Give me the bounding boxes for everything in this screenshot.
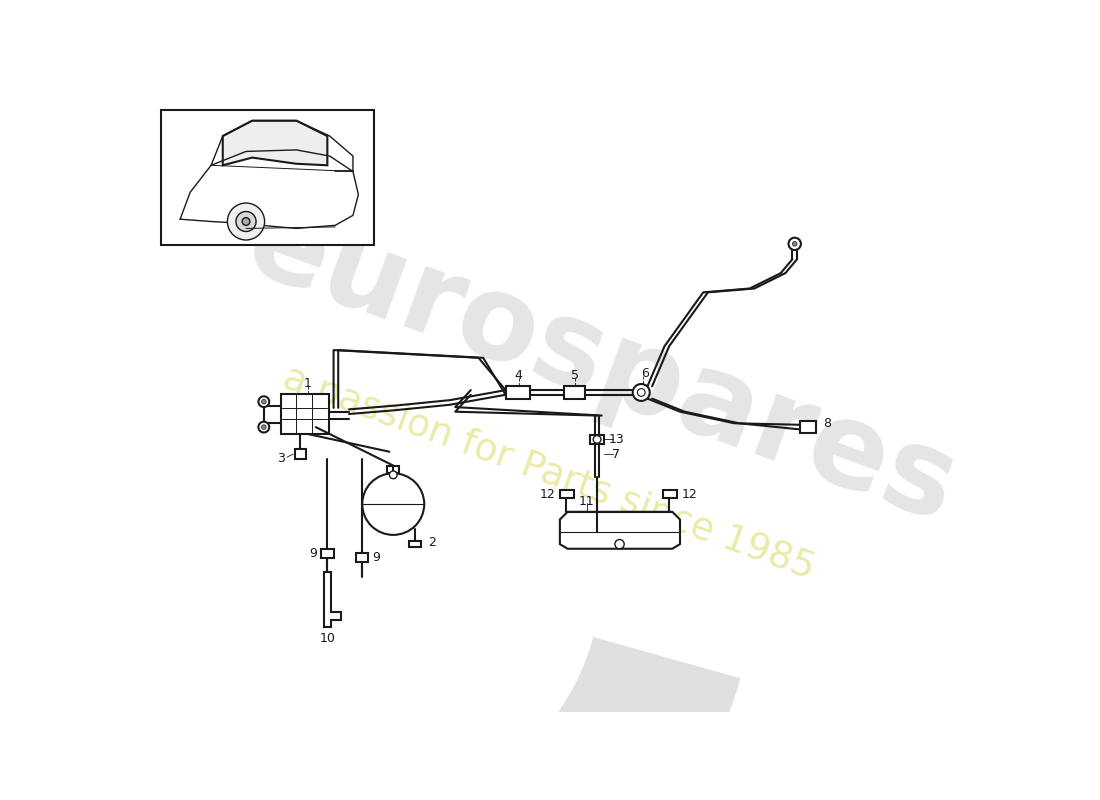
- Text: 5: 5: [571, 369, 580, 382]
- Bar: [321, 549, 333, 558]
- Text: 13: 13: [608, 433, 625, 446]
- Polygon shape: [323, 572, 341, 627]
- Text: 12: 12: [681, 487, 697, 501]
- Polygon shape: [560, 512, 680, 549]
- Circle shape: [637, 389, 645, 396]
- Text: 10: 10: [319, 632, 336, 646]
- Polygon shape: [222, 121, 328, 166]
- Circle shape: [258, 396, 270, 407]
- Bar: [563, 386, 585, 399]
- Circle shape: [362, 474, 425, 535]
- Text: 11: 11: [579, 494, 595, 507]
- Circle shape: [632, 384, 650, 401]
- Text: 8: 8: [823, 417, 832, 430]
- Bar: [295, 449, 307, 459]
- Bar: [506, 386, 530, 399]
- Bar: [663, 490, 676, 498]
- Text: 7: 7: [613, 447, 620, 461]
- Bar: [356, 553, 369, 562]
- Text: a passion for Parts since 1985: a passion for Parts since 1985: [277, 360, 820, 586]
- Text: 1: 1: [304, 377, 312, 390]
- Circle shape: [228, 203, 265, 240]
- Circle shape: [389, 471, 397, 478]
- Bar: [590, 435, 604, 444]
- Circle shape: [235, 211, 256, 231]
- Text: 12: 12: [540, 487, 556, 501]
- Circle shape: [242, 218, 250, 226]
- Bar: [280, 394, 329, 434]
- Text: 2: 2: [428, 536, 436, 549]
- Circle shape: [593, 435, 601, 443]
- Bar: [560, 490, 574, 498]
- Circle shape: [792, 242, 798, 246]
- Text: 9: 9: [372, 550, 381, 564]
- Text: eurospares: eurospares: [232, 184, 972, 547]
- Circle shape: [262, 399, 266, 404]
- Text: 3: 3: [277, 452, 285, 465]
- Text: 4: 4: [515, 369, 522, 382]
- Circle shape: [789, 238, 801, 250]
- Text: 6: 6: [641, 366, 649, 380]
- Circle shape: [262, 425, 266, 430]
- Circle shape: [258, 422, 270, 433]
- Text: 9: 9: [309, 547, 318, 560]
- Circle shape: [615, 539, 624, 549]
- Bar: [800, 421, 815, 434]
- Bar: [409, 541, 421, 547]
- Bar: [161, 110, 374, 245]
- Bar: [387, 466, 399, 479]
